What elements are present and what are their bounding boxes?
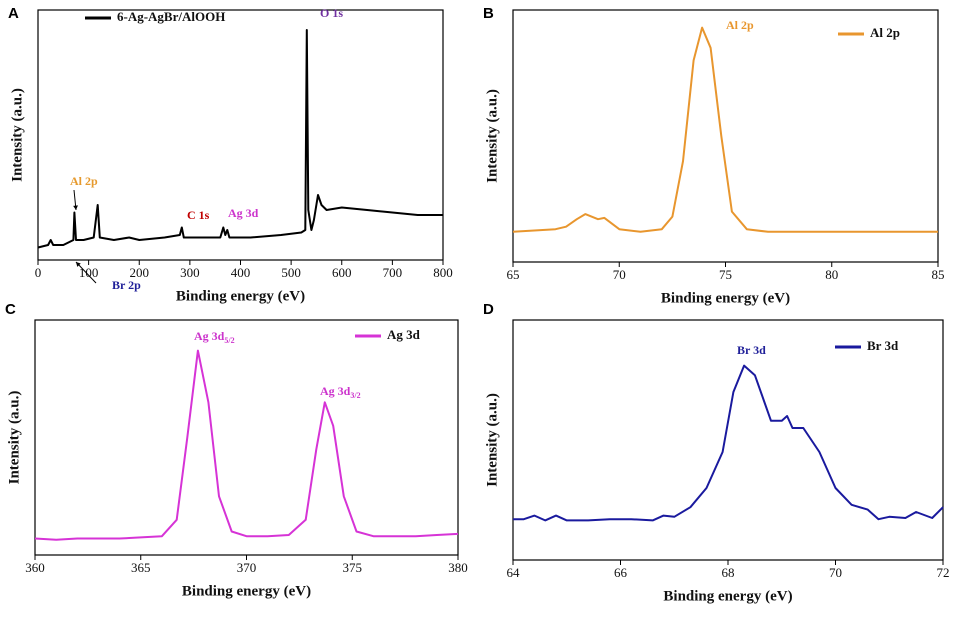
series-line — [37, 29, 443, 249]
legend-label: Ag 3d — [387, 327, 421, 342]
x-tick-label: 70 — [613, 267, 626, 282]
annotation: O 1s — [320, 6, 343, 20]
annotation: C 1s — [187, 208, 210, 222]
series-line — [513, 364, 944, 522]
y-axis-title: Intensity (a.u.) — [9, 88, 25, 182]
x-tick-label: 68 — [722, 565, 735, 580]
x-axis-title: Binding energy (eV) — [182, 583, 311, 599]
annotation-subscript: 5/2 — [224, 336, 234, 345]
plot-frame — [34, 319, 459, 556]
panel-label: C — [5, 301, 16, 318]
x-tick-label: 375 — [343, 560, 363, 575]
x-tick-label: 72 — [937, 565, 950, 580]
annotation: Br 2p — [112, 278, 141, 292]
arrow-head — [76, 262, 81, 267]
x-tick-label: 65 — [507, 267, 520, 282]
y-axis-title: Intensity (a.u.) — [484, 393, 500, 487]
x-tick-label: 80 — [825, 267, 838, 282]
x-tick-label: 365 — [131, 560, 151, 575]
annotation-subscript: 3/2 — [350, 391, 360, 400]
annotation: Br 3d — [737, 343, 766, 357]
annotation: Al 2p — [70, 174, 98, 188]
x-axis-title: Binding energy (eV) — [661, 290, 790, 306]
plot-frame — [512, 319, 944, 561]
panel-label: B — [483, 5, 494, 22]
x-tick-label: 800 — [433, 265, 453, 280]
panel-label: D — [483, 301, 494, 318]
panel-label: A — [8, 5, 19, 22]
annotation: Al 2p — [726, 18, 754, 32]
legend-label: Br 3d — [867, 338, 899, 353]
x-tick-label: 400 — [231, 265, 251, 280]
x-axis-title: Binding energy (eV) — [663, 588, 792, 604]
series-line — [34, 349, 459, 541]
arrow-line — [75, 261, 97, 284]
x-tick-label: 85 — [932, 267, 945, 282]
series-line — [512, 26, 938, 233]
x-tick-label: 75 — [719, 267, 732, 282]
x-tick-label: 370 — [237, 560, 257, 575]
x-tick-label: 64 — [507, 565, 521, 580]
x-tick-label: 70 — [829, 565, 842, 580]
legend-label: 6-Ag-AgBr/AlOOH — [117, 9, 225, 24]
x-tick-label: 200 — [130, 265, 150, 280]
y-axis-title: Intensity (a.u.) — [6, 391, 22, 485]
x-tick-label: 700 — [383, 265, 403, 280]
x-tick-label: 0 — [35, 265, 42, 280]
legend-label: Al 2p — [870, 25, 900, 40]
x-tick-label: 100 — [79, 265, 99, 280]
x-axis-title: Binding energy (eV) — [176, 288, 305, 304]
arrow-head — [73, 205, 78, 210]
x-tick-label: 600 — [332, 265, 352, 280]
x-tick-label: 300 — [180, 265, 200, 280]
plot-frame — [512, 9, 939, 263]
y-axis-title: Intensity (a.u.) — [484, 89, 500, 183]
annotation: Ag 3d5/2 — [194, 329, 235, 345]
annotation: Ag 3d3/2 — [320, 384, 361, 400]
annotation: Ag 3d — [228, 206, 259, 220]
x-tick-label: 380 — [448, 560, 468, 575]
x-tick-label: 66 — [614, 565, 628, 580]
x-tick-label: 500 — [281, 265, 301, 280]
x-tick-label: 360 — [25, 560, 45, 575]
